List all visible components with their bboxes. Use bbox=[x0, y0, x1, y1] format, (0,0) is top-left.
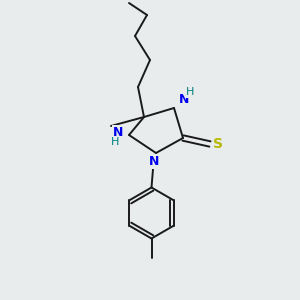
Text: N: N bbox=[112, 126, 123, 139]
Text: S: S bbox=[213, 137, 224, 151]
Text: N: N bbox=[178, 93, 189, 106]
Text: H: H bbox=[186, 87, 195, 98]
Text: H: H bbox=[110, 136, 119, 147]
Text: N: N bbox=[148, 155, 159, 169]
